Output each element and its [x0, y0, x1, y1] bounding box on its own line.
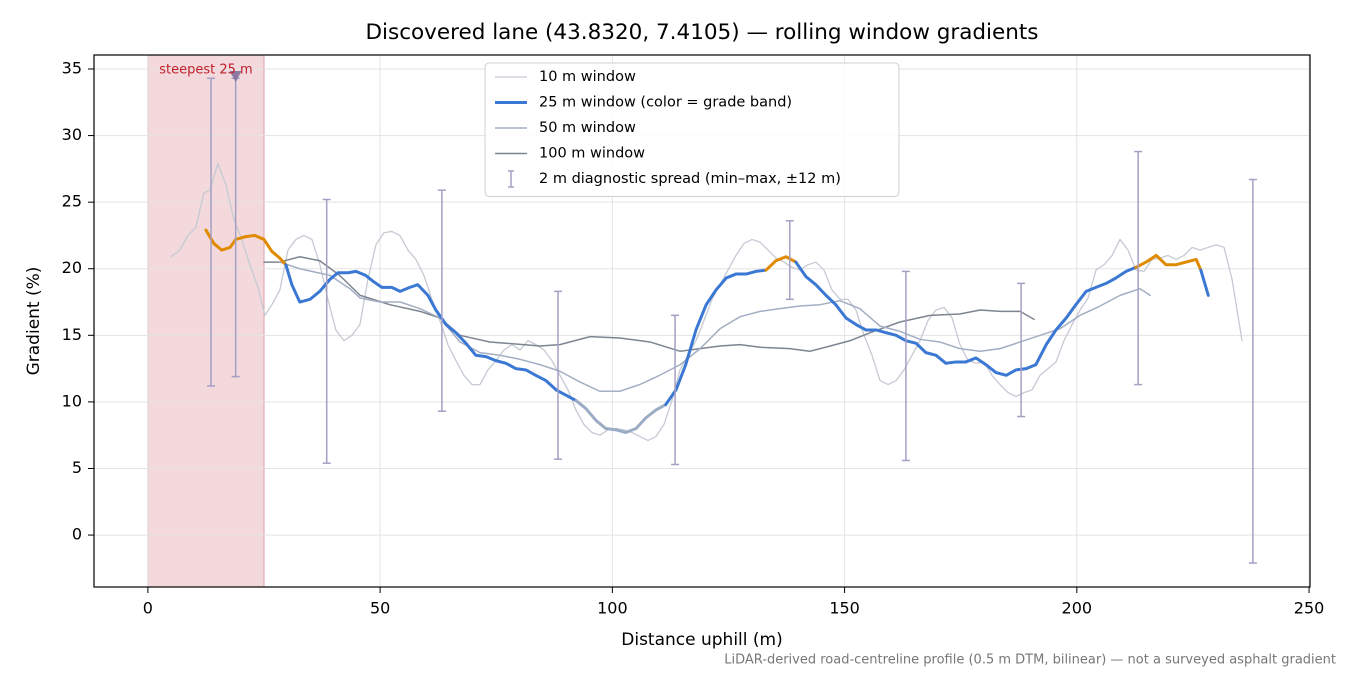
series-line	[764, 255, 798, 272]
steepest-marker	[229, 70, 242, 82]
series-line	[794, 260, 1138, 377]
series-line	[170, 162, 1243, 442]
y-tick-label: 15	[62, 325, 82, 344]
legend-label: 100 m window	[539, 146, 645, 162]
series-line	[284, 263, 578, 403]
steepest-label: steepest 25 m	[159, 63, 252, 78]
plot-area	[170, 77, 1257, 564]
y-tick-label: 30	[62, 125, 82, 144]
x-tick-label: 250	[1294, 599, 1325, 618]
x-tick-label: 0	[143, 599, 153, 618]
series-line	[1199, 268, 1210, 297]
legend-label: 25 m window (color = grade band)	[539, 95, 792, 111]
y-tick-label: 20	[62, 258, 82, 277]
footnote: LiDAR-derived road-centreline profile (0…	[724, 653, 1336, 668]
x-tick-label: 50	[370, 599, 390, 618]
y-tick-label: 10	[62, 391, 82, 410]
steepest-region	[147, 54, 265, 588]
legend-label: 2 m diagnostic spread (min–max, ±12 m)	[539, 171, 841, 187]
y-tick-label: 25	[62, 192, 82, 211]
series-line	[664, 268, 768, 407]
x-tick-label: 100	[597, 599, 628, 618]
legend-box	[484, 62, 900, 197]
y-axis-label: Gradient (%)	[24, 267, 44, 376]
x-axis-label: Distance uphill (m)	[621, 630, 782, 650]
x-tick-label: 150	[829, 599, 860, 618]
y-tick-label: 0	[72, 525, 82, 544]
chart-title: Discovered lane (43.8320, 7.4105) — roll…	[365, 20, 1038, 45]
legend-label: 10 m window	[539, 69, 636, 85]
y-tick-label: 35	[62, 58, 82, 77]
x-tick-label: 200	[1062, 599, 1093, 618]
series-line	[574, 399, 668, 435]
y-tick-label: 5	[72, 458, 82, 477]
legend-label: 50 m window	[539, 120, 636, 136]
series-line	[204, 228, 288, 267]
axes-frame	[93, 54, 1311, 588]
series-line	[263, 256, 1035, 353]
series-line	[279, 261, 1151, 392]
series-line	[1134, 253, 1203, 272]
